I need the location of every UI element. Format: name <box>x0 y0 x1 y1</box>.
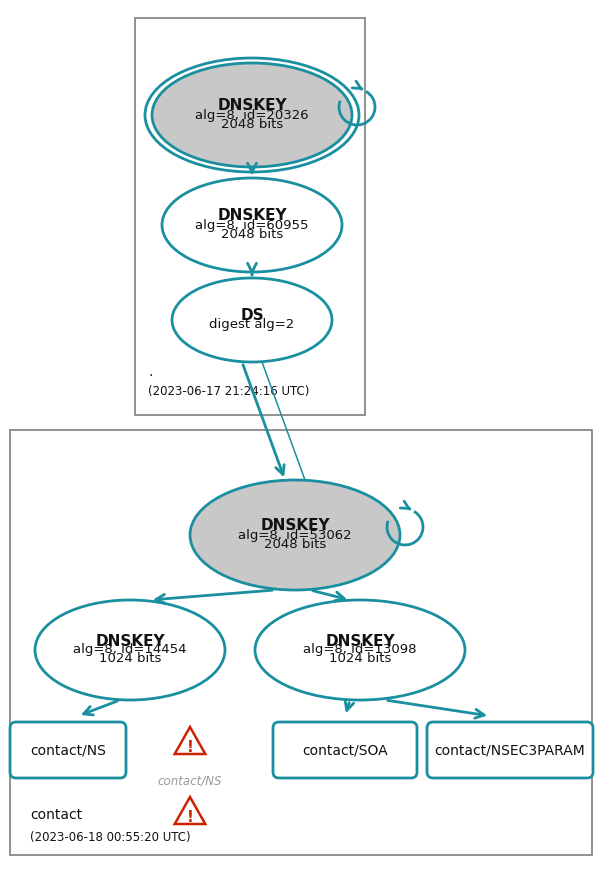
Text: contact/NS: contact/NS <box>30 743 106 757</box>
FancyBboxPatch shape <box>10 722 126 778</box>
Text: 2048 bits: 2048 bits <box>264 538 326 550</box>
Ellipse shape <box>162 178 342 272</box>
Ellipse shape <box>152 63 352 167</box>
Text: contact/NSEC3PARAM: contact/NSEC3PARAM <box>434 743 586 757</box>
Text: 1024 bits: 1024 bits <box>99 653 161 666</box>
Text: (2023-06-17 21:24:16 UTC): (2023-06-17 21:24:16 UTC) <box>148 386 310 399</box>
Text: !: ! <box>187 740 193 754</box>
Ellipse shape <box>35 600 225 700</box>
Text: DNSKEY: DNSKEY <box>325 634 395 648</box>
Text: digest alg=2: digest alg=2 <box>209 318 295 331</box>
Text: DNSKEY: DNSKEY <box>217 98 287 114</box>
Text: alg=8, id=60955: alg=8, id=60955 <box>195 218 309 231</box>
Ellipse shape <box>172 278 332 362</box>
Text: alg=8, id=20326: alg=8, id=20326 <box>195 109 309 122</box>
Text: 2048 bits: 2048 bits <box>221 117 283 130</box>
FancyBboxPatch shape <box>10 430 592 855</box>
Text: .: . <box>148 365 152 379</box>
FancyBboxPatch shape <box>135 18 365 415</box>
Text: !: ! <box>187 810 193 825</box>
Text: 1024 bits: 1024 bits <box>329 653 391 666</box>
Text: DS: DS <box>240 308 264 323</box>
Text: alg=8, id=14454: alg=8, id=14454 <box>73 644 187 656</box>
Polygon shape <box>175 727 205 754</box>
Text: DNSKEY: DNSKEY <box>260 519 330 534</box>
Text: alg=8, id=53062: alg=8, id=53062 <box>238 528 352 541</box>
Polygon shape <box>175 797 205 824</box>
Ellipse shape <box>255 600 465 700</box>
Ellipse shape <box>190 480 400 590</box>
Text: (2023-06-18 00:55:20 UTC): (2023-06-18 00:55:20 UTC) <box>30 832 191 845</box>
Text: DNSKEY: DNSKEY <box>95 634 165 648</box>
FancyBboxPatch shape <box>427 722 593 778</box>
FancyBboxPatch shape <box>273 722 417 778</box>
Text: DNSKEY: DNSKEY <box>217 209 287 223</box>
Text: contact/SOA: contact/SOA <box>302 743 388 757</box>
Text: alg=8, id=13098: alg=8, id=13098 <box>303 644 417 656</box>
Text: 2048 bits: 2048 bits <box>221 228 283 241</box>
Text: contact/NS: contact/NS <box>158 774 222 787</box>
Text: contact: contact <box>30 808 82 822</box>
